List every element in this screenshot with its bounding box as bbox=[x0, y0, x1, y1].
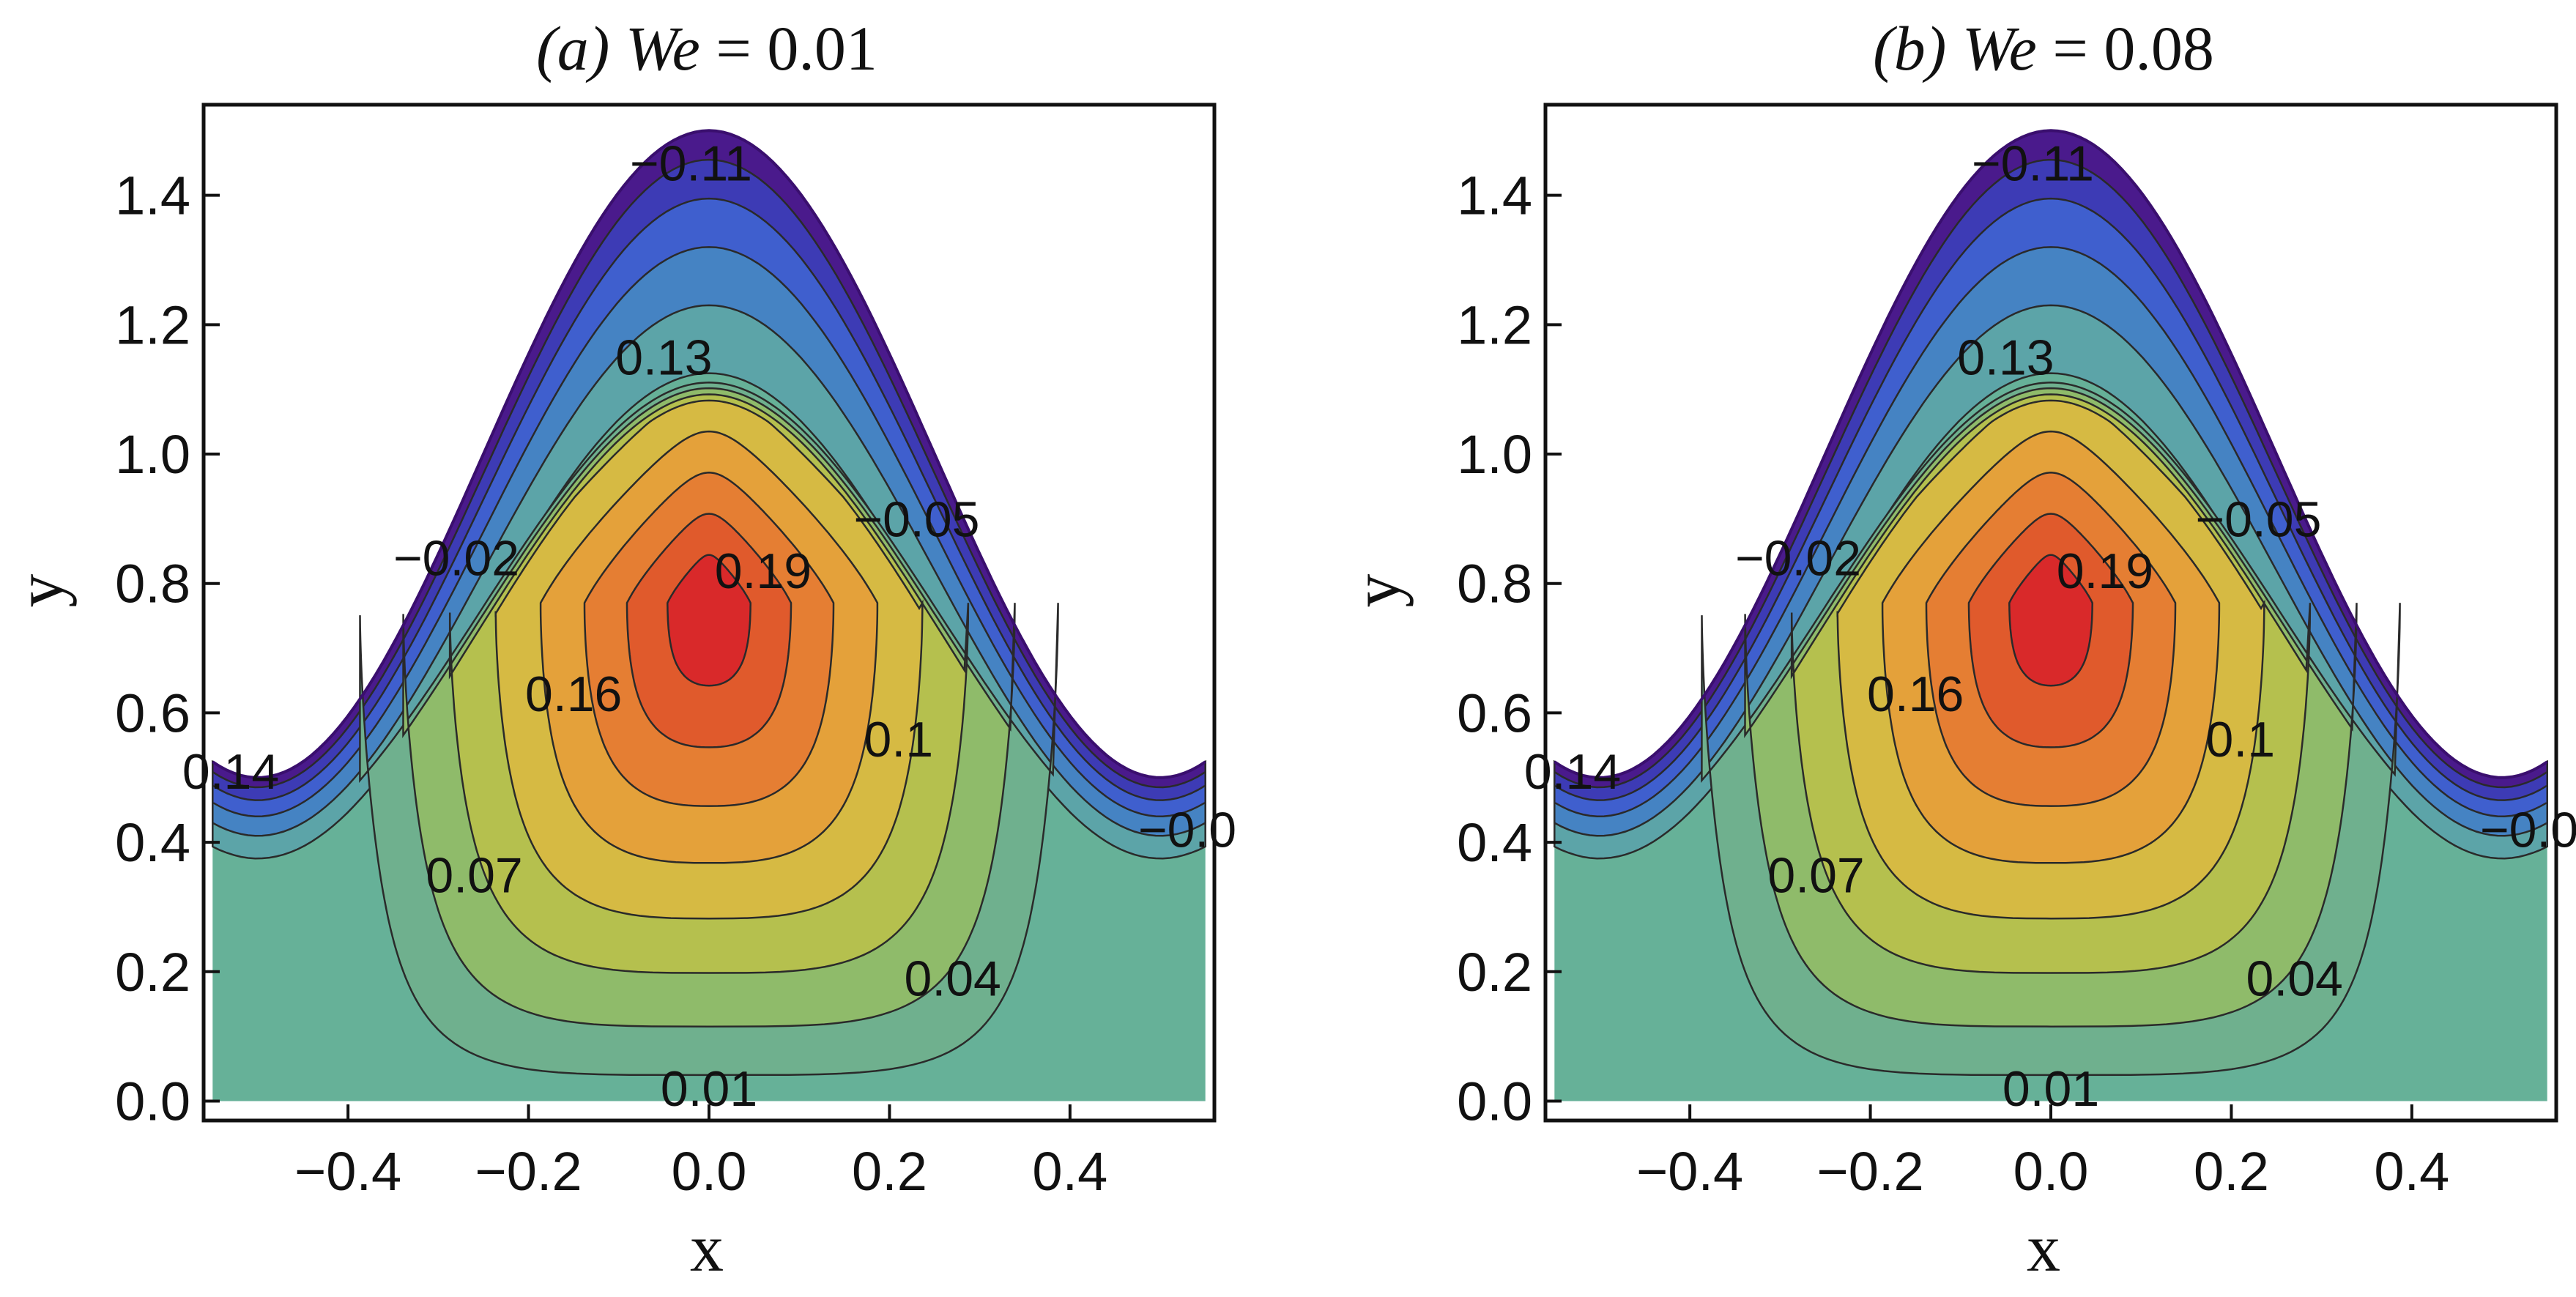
y-tick-label: 1.4 bbox=[1457, 166, 1532, 226]
y-tick-label: 0.0 bbox=[1457, 1071, 1532, 1131]
contour-label: 0.04 bbox=[2246, 951, 2343, 1007]
contour-label: 0.1 bbox=[2206, 712, 2276, 768]
panel-b: (b) We = 0.08 −0.11 0.13 −0.05 −0.02 0.19 0.1… bbox=[1339, 13, 2576, 1285]
panel-a: (a) We = 0.01 −0.11 0.13 −0.05 −0.02 0.19 0.1… bbox=[2, 13, 1236, 1285]
contour-label: −0.0 bbox=[2480, 803, 2576, 858]
y-tick-label: 0.4 bbox=[1457, 812, 1532, 873]
panel-a-contour-labels: −0.11 0.13 −0.05 −0.02 0.19 0.16 0.1 0.14 −0.0 0.… bbox=[182, 136, 1236, 1117]
contour-label: −0.05 bbox=[853, 491, 979, 547]
panel-b-title: (b) We = 0.08 bbox=[1873, 13, 2214, 83]
contour-label: 0.19 bbox=[2057, 543, 2153, 599]
contour-label: 0.1 bbox=[864, 712, 934, 768]
y-tick-label: 0.2 bbox=[1457, 942, 1532, 1003]
contour-label: 0.14 bbox=[1524, 744, 1621, 800]
contour-label: −0.0 bbox=[1138, 803, 1236, 858]
contour-label: 0.19 bbox=[715, 543, 812, 599]
contour-label: −0.11 bbox=[1972, 136, 2094, 192]
x-tick-label: 0.4 bbox=[2374, 1141, 2449, 1202]
panel-b-contour-labels: −0.11 0.13 −0.05 −0.02 0.19 0.16 0.1 0.14 −0.0 0.… bbox=[1524, 136, 2576, 1117]
y-tick-label: 0.4 bbox=[115, 812, 190, 873]
y-tick-label: 1.2 bbox=[115, 294, 190, 355]
contour-label: 0.04 bbox=[905, 951, 1001, 1007]
wall-boundary bbox=[212, 129, 1206, 779]
y-tick-label: 0.8 bbox=[1457, 554, 1532, 614]
panel-b-plot bbox=[1554, 129, 2548, 1101]
panel-a-plot bbox=[212, 129, 1206, 1101]
y-tick-label: 0.6 bbox=[115, 683, 190, 743]
panel-a-title-rest: = 0.01 bbox=[700, 13, 877, 83]
panel-a-title-prefix: (a) bbox=[536, 13, 609, 83]
y-tick-label: 0.8 bbox=[115, 554, 190, 614]
x-tick-label: 0.2 bbox=[2194, 1141, 2269, 1202]
contour-label: 0.07 bbox=[1767, 847, 1864, 903]
contour-label: 0.07 bbox=[426, 847, 522, 903]
contour-band bbox=[667, 554, 751, 687]
x-tick-label: 0.0 bbox=[2013, 1141, 2089, 1202]
y-tick-label: 1.4 bbox=[115, 166, 190, 226]
contour-label: −0.11 bbox=[630, 136, 752, 192]
contour-label: 0.16 bbox=[525, 666, 622, 722]
wall-boundary bbox=[1554, 129, 2548, 779]
x-tick-label: 0.2 bbox=[852, 1141, 927, 1202]
panel-b-x-axis-label: x bbox=[2027, 1211, 2060, 1285]
y-tick-label: 0.2 bbox=[115, 942, 190, 1003]
panel-a-title-var: We bbox=[626, 13, 700, 83]
panel-a-x-axis-label: x bbox=[690, 1211, 724, 1285]
y-tick-label: 0.6 bbox=[1457, 683, 1532, 743]
y-tick-label: 0.0 bbox=[115, 1071, 190, 1131]
panel-b-y-ticks: 0.0 0.2 0.4 0.6 0.8 1.0 1.2 1.4 bbox=[1457, 166, 1562, 1131]
y-tick-label: 1.0 bbox=[115, 424, 190, 485]
panel-b-title-var: We bbox=[1962, 13, 2037, 83]
panel-a-x-ticks: −0.4 −0.2 0.0 0.2 0.4 bbox=[294, 1104, 1107, 1202]
x-tick-label: −0.4 bbox=[1636, 1141, 1743, 1202]
x-tick-label: −0.4 bbox=[294, 1141, 401, 1202]
contour-label: 0.13 bbox=[615, 330, 712, 386]
panel-b-x-ticks: −0.4 −0.2 0.0 0.2 0.4 bbox=[1636, 1104, 2449, 1202]
y-tick-label: 1.0 bbox=[1457, 424, 1532, 485]
contour-band bbox=[2008, 554, 2093, 687]
panel-a-y-ticks: 0.0 0.2 0.4 0.6 0.8 1.0 1.2 1.4 bbox=[115, 166, 220, 1131]
x-tick-label: −0.2 bbox=[1817, 1141, 1924, 1202]
contour-label: −0.02 bbox=[1735, 530, 1861, 586]
x-tick-label: 0.4 bbox=[1032, 1141, 1107, 1202]
contour-label: 0.13 bbox=[1957, 330, 2054, 386]
y-tick-label: 1.2 bbox=[1457, 294, 1532, 355]
contour-label: −0.02 bbox=[393, 530, 519, 586]
panel-b-title-prefix: (b) bbox=[1873, 13, 1946, 83]
panel-b-y-axis-label: y bbox=[1339, 574, 1414, 608]
panel-a-title: (a) We = 0.01 bbox=[536, 13, 877, 83]
x-tick-label: 0.0 bbox=[672, 1141, 747, 1202]
contour-label: −0.05 bbox=[2195, 491, 2321, 547]
panel-a-y-axis-label: y bbox=[2, 574, 77, 608]
panel-b-title-rest: = 0.08 bbox=[2037, 13, 2214, 83]
contour-label: 0.14 bbox=[182, 744, 279, 800]
contour-label: 0.16 bbox=[1867, 666, 1964, 722]
x-tick-label: −0.2 bbox=[475, 1141, 582, 1202]
